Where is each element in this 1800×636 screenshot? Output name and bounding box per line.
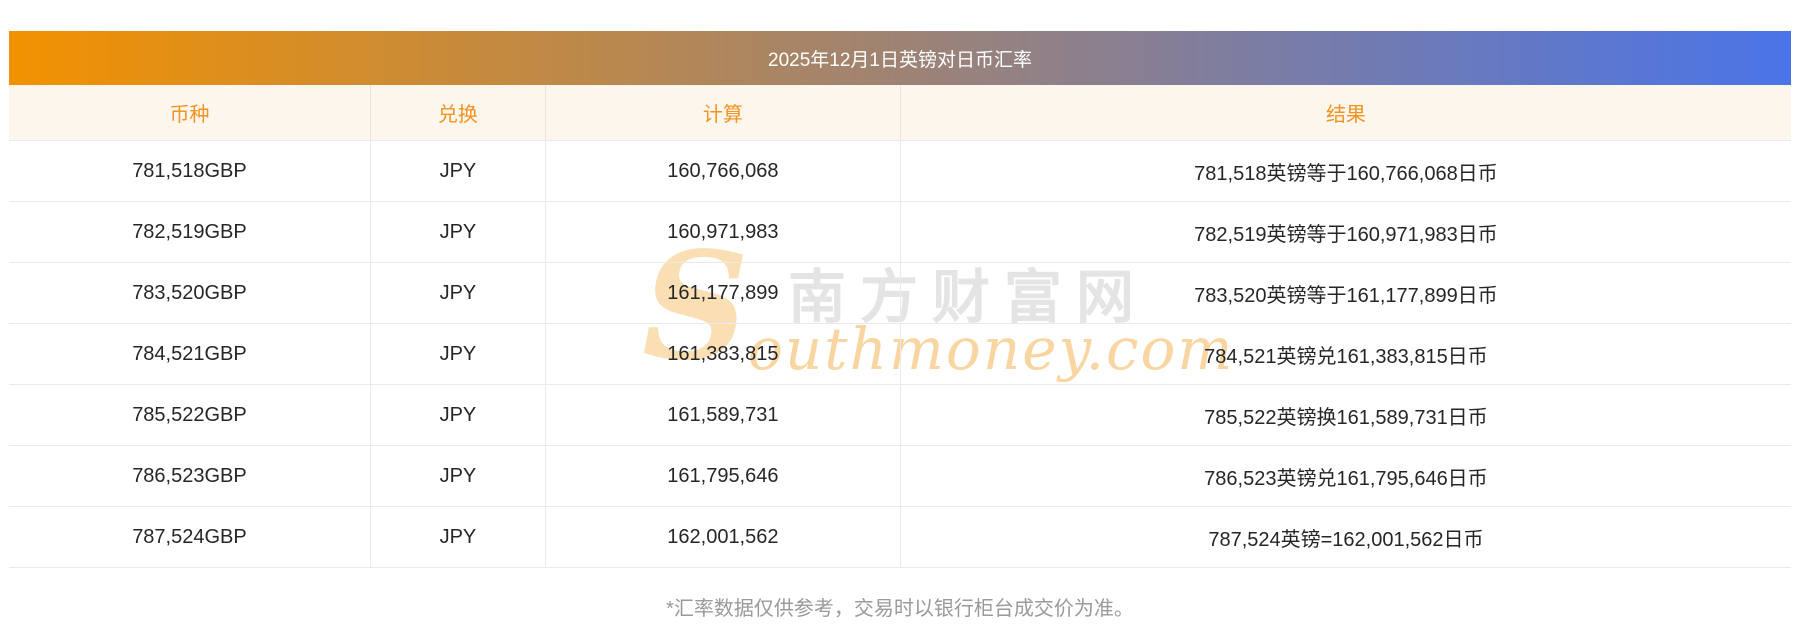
cell-currency: 784,521GBP: [9, 324, 371, 384]
table-row: 782,519GBP JPY 160,971,983 782,519英镑等于16…: [9, 202, 1791, 263]
cell-exchange: JPY: [371, 385, 546, 445]
cell-calculation: 160,766,068: [546, 141, 901, 201]
cell-result: 784,521英镑兑161,383,815日币: [1204, 345, 1488, 368]
cell-result: 787,524英镑=162,001,562日币: [1208, 528, 1484, 551]
cell-calculation: 161,589,731: [546, 385, 901, 445]
header-cell-calculation: 计算: [546, 85, 901, 140]
cell-exchange: JPY: [371, 446, 546, 506]
cell-calculation: 162,001,562: [546, 507, 901, 567]
page-title-bar: 2025年12月1日英镑对日币汇率: [9, 31, 1791, 85]
table-row: 781,518GBP JPY 160,766,068 781,518英镑等于16…: [9, 141, 1791, 202]
cell-currency: 781,518GBP: [9, 141, 371, 201]
cell-result: 782,519英镑等于160,971,983日币: [1194, 223, 1498, 246]
table-row: 785,522GBP JPY 161,589,731 785,522英镑换161…: [9, 385, 1791, 446]
cell-currency: 785,522GBP: [9, 385, 371, 445]
cell-result: 786,523英镑兑161,795,646日币: [1204, 467, 1488, 490]
cell-currency: 787,524GBP: [9, 507, 371, 567]
header-cell-exchange: 兑换: [371, 85, 546, 140]
cell-calculation: 161,795,646: [546, 446, 901, 506]
cell-calculation: 160,971,983: [546, 202, 901, 262]
cell-exchange: JPY: [371, 324, 546, 384]
table-header-row: 币种 兑换 计算 结果: [9, 85, 1791, 141]
table-row: 784,521GBP JPY 161,383,815 784,521英镑兑161…: [9, 324, 1791, 385]
cell-exchange: JPY: [371, 263, 546, 323]
cell-calculation: 161,383,815: [546, 324, 901, 384]
table-row: 783,520GBP JPY 161,177,899 783,520英镑等于16…: [9, 263, 1791, 324]
header-cell-result: 结果: [1325, 104, 1366, 126]
table-row: 786,523GBP JPY 161,795,646 786,523英镑兑161…: [9, 446, 1791, 507]
cell-currency: 786,523GBP: [9, 446, 371, 506]
cell-exchange: JPY: [371, 141, 546, 201]
cell-exchange: JPY: [371, 507, 546, 567]
cell-calculation: 161,177,899: [546, 263, 901, 323]
cell-result: 781,518英镑等于160,766,068日币: [1194, 162, 1498, 185]
page-title: 2025年12月1日英镑对日币汇率: [768, 49, 1032, 71]
table-row: 787,524GBP JPY 162,001,562 787,524英镑=162…: [9, 507, 1791, 568]
cell-result: 785,522英镑换161,589,731日币: [1204, 406, 1488, 429]
exchange-rate-page: 2025年12月1日英镑对日币汇率 币种 兑换 计算 结果 781,518GBP…: [9, 31, 1791, 568]
header-cell-currency: 币种: [9, 85, 371, 140]
cell-currency: 782,519GBP: [9, 202, 371, 262]
cell-exchange: JPY: [371, 202, 546, 262]
cell-result: 783,520英镑等于161,177,899日币: [1194, 284, 1498, 307]
disclaimer-footnote: *汇率数据仅供参考，交易时以银行柜台成交价为准。: [666, 598, 1134, 620]
cell-currency: 783,520GBP: [9, 263, 371, 323]
